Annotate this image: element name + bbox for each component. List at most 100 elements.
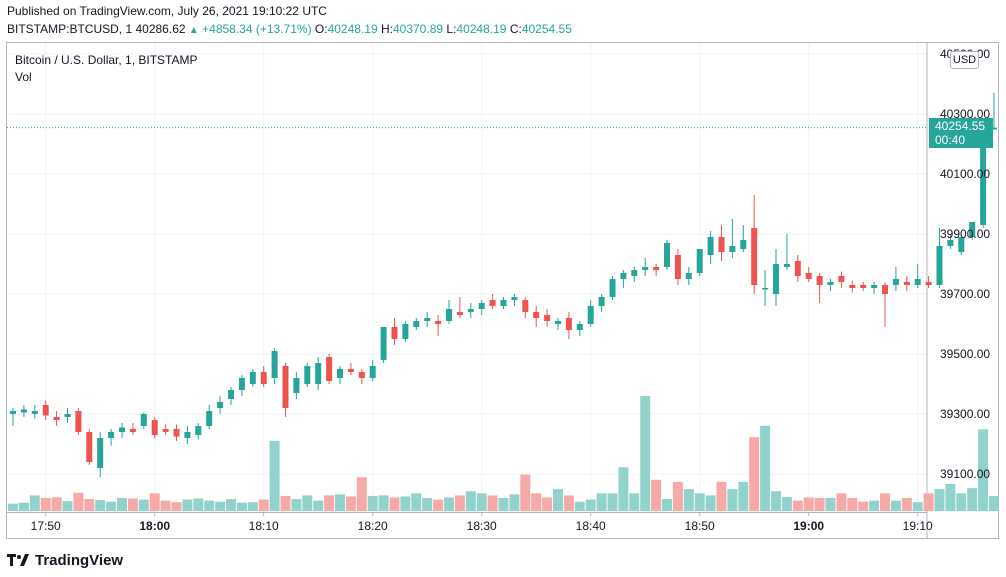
volume-bar <box>967 488 978 511</box>
volume-bar <box>291 499 302 511</box>
volume-bar <box>607 493 618 511</box>
candle-body <box>467 309 474 312</box>
volume-bar <box>640 396 651 511</box>
volume-bar <box>389 497 400 511</box>
candle-body <box>108 432 115 438</box>
volume-bar <box>771 491 781 511</box>
volume-bar <box>51 497 62 511</box>
candle-body <box>718 237 725 252</box>
candle-body <box>304 366 311 384</box>
candle-body <box>293 378 300 393</box>
candle-body <box>642 267 649 270</box>
volume-bar <box>901 498 912 511</box>
candle-body <box>816 276 823 285</box>
volume-bar <box>563 495 574 511</box>
ohlc-legend: BITSTAMP:BTCUSD, 1 40286.62 ▲ +4858.34 (… <box>7 22 572 36</box>
candle-body <box>925 282 932 285</box>
volume-bar <box>29 495 40 511</box>
candle-body <box>522 300 529 312</box>
candle-body <box>456 312 463 315</box>
published-line: Published on TradingView.com, July 26, 2… <box>7 4 327 18</box>
change-value: +4858.34 (+13.71%) <box>202 22 312 36</box>
candle-body <box>991 127 997 130</box>
y-tick-label: 39100.00 <box>940 467 990 481</box>
candle-body <box>969 222 976 237</box>
volume-bar <box>738 481 749 511</box>
candle-body <box>260 372 267 384</box>
candle-body <box>413 321 420 327</box>
x-tick-label: 18:50 <box>685 519 715 533</box>
volume-bar <box>454 495 465 511</box>
close-value: 40254.55 <box>521 22 572 36</box>
x-tick-label: 18:40 <box>576 519 606 533</box>
volume-bar <box>651 479 662 511</box>
candle-body <box>500 300 507 306</box>
candle-body <box>86 432 93 462</box>
candle-body <box>369 366 376 378</box>
candle-body <box>838 276 845 282</box>
volume-bar <box>542 497 553 511</box>
triangle-up-icon: ▲ <box>188 25 199 36</box>
candle-body <box>511 297 518 300</box>
volume-bar <box>956 493 967 511</box>
volume-bar <box>433 499 444 511</box>
candle-body <box>53 417 60 420</box>
candle-body <box>173 429 180 437</box>
x-tick-label: 19:00 <box>793 519 824 533</box>
candle-body <box>151 420 158 435</box>
candle-body <box>892 279 899 285</box>
volume-bar <box>367 495 378 511</box>
y-tick-label: 40300.00 <box>940 107 990 121</box>
volume-bar <box>585 499 596 511</box>
tradingview-logo-icon <box>7 554 29 566</box>
volume-bar <box>193 498 204 511</box>
candle-body <box>424 318 431 321</box>
candle-body <box>576 324 583 330</box>
candle-body <box>827 282 834 285</box>
candle-body <box>206 411 213 426</box>
candle-body <box>315 363 322 384</box>
candle-body <box>129 429 136 432</box>
volume-bar <box>836 493 847 511</box>
volume-bar <box>890 500 901 511</box>
volume-bar <box>825 498 836 511</box>
volume-bar <box>858 501 869 511</box>
candle-body <box>195 426 202 435</box>
volume-bar <box>705 495 716 511</box>
volume-bar <box>934 489 945 511</box>
candle-body <box>805 273 812 279</box>
volume-bar <box>215 501 226 511</box>
candle-body <box>664 243 670 267</box>
volume-bar <box>847 498 858 511</box>
volume-bar <box>84 499 95 511</box>
volume-bar <box>553 489 563 511</box>
volume-bar <box>498 498 509 511</box>
volume-bar <box>989 495 999 511</box>
candle-body <box>936 246 943 285</box>
candle-body <box>31 411 38 414</box>
candle-body <box>402 324 409 339</box>
volume-bar <box>727 489 738 511</box>
candle-body <box>598 297 605 306</box>
volume-bar <box>694 493 705 511</box>
volume-bar <box>182 499 193 511</box>
last-price-tag: 40254.55 00:40 <box>929 118 993 148</box>
volume-bar <box>411 493 422 511</box>
volume-bar <box>760 425 771 511</box>
volume-bar <box>160 500 171 511</box>
volume-bar <box>476 493 487 511</box>
open-value: 40248.19 <box>327 22 378 36</box>
volume-bar <box>869 500 880 511</box>
open-label: O: <box>314 22 328 36</box>
volume-bar <box>923 493 934 511</box>
y-tick-label: 40100.00 <box>940 167 990 181</box>
volume-bar <box>247 502 258 511</box>
candle-body <box>849 285 856 288</box>
candle-body <box>446 309 452 321</box>
currency-button[interactable]: USD <box>950 51 979 69</box>
candle-body <box>282 366 289 408</box>
footer-brand: TradingView <box>7 549 123 571</box>
candle-body <box>773 264 779 294</box>
candle-body <box>871 285 878 288</box>
